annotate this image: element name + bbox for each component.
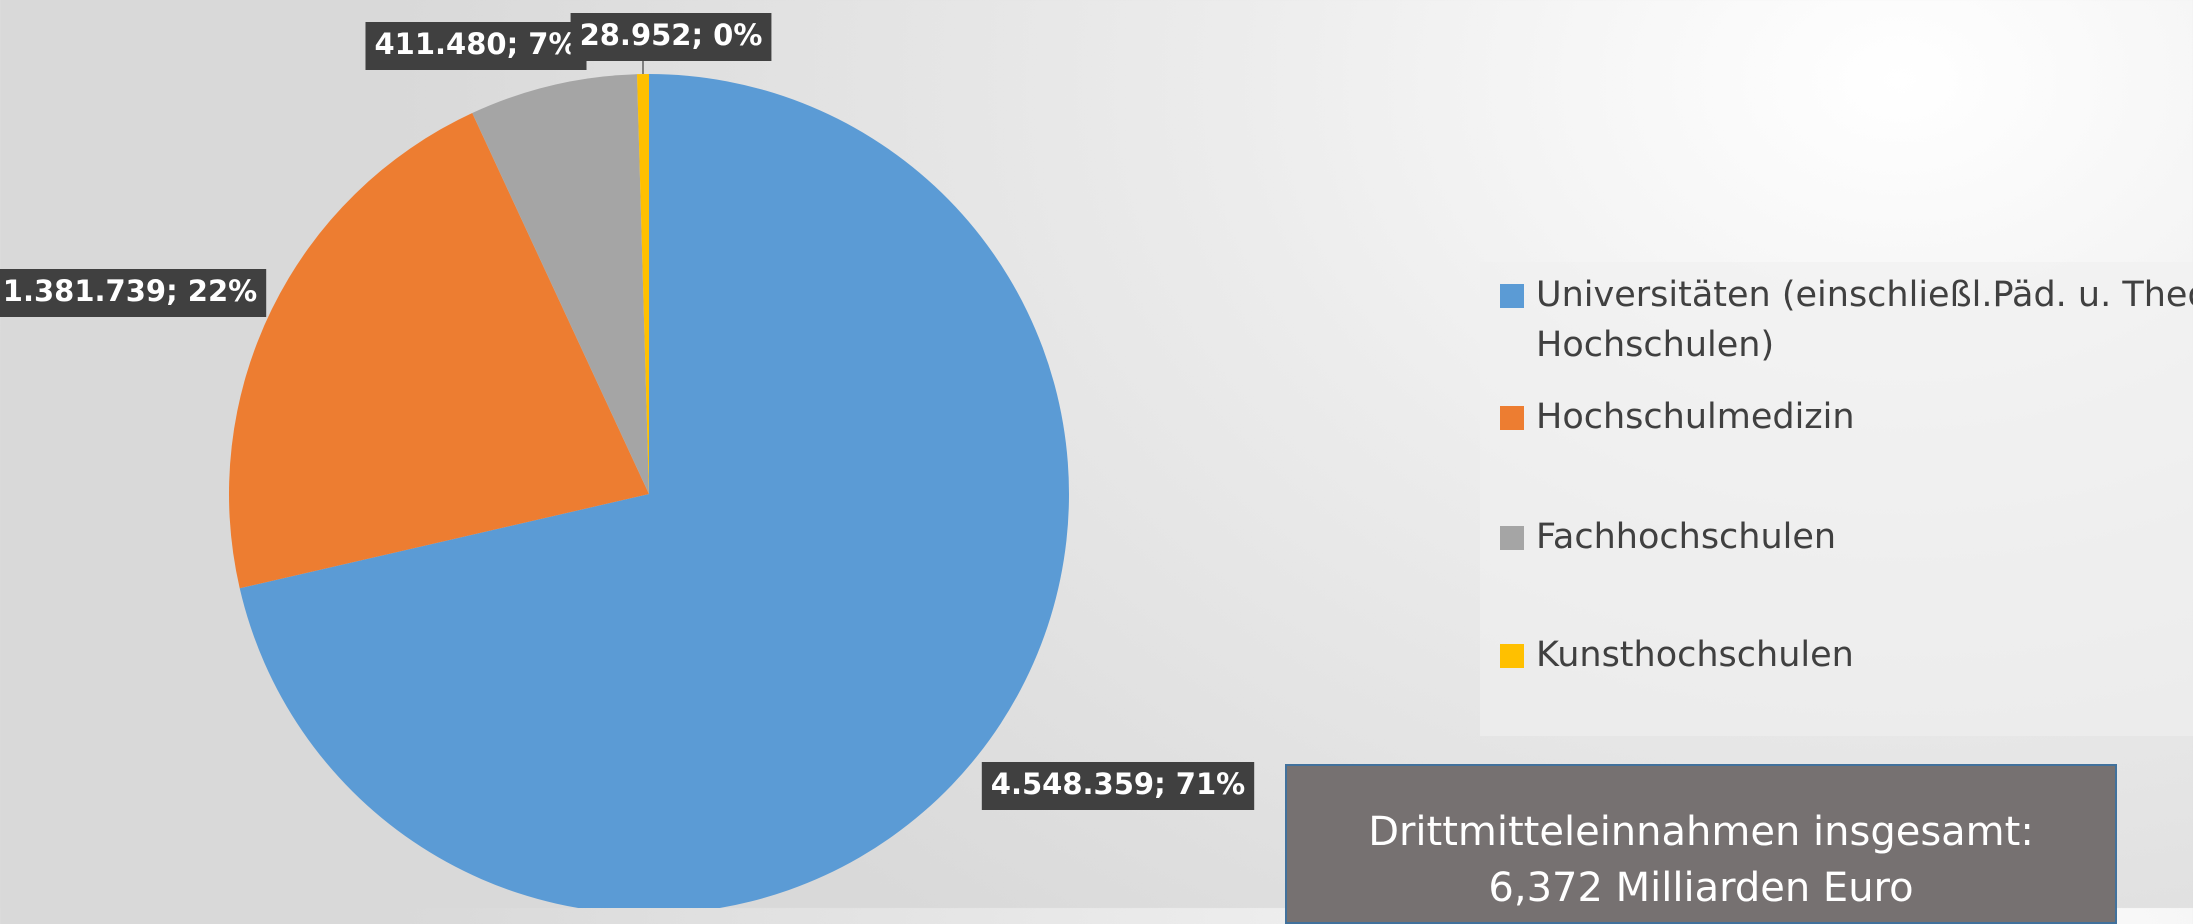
legend-label: Hochschulmedizin — [1536, 397, 1855, 437]
legend-swatch — [1500, 526, 1524, 550]
data-label: 411.480; 7% — [365, 22, 586, 70]
data-label: 4.548.359; 71% — [982, 762, 1254, 810]
data-label-text: 1.381.739; 22% — [3, 274, 257, 308]
annotation-box: Drittmitteleinnahmen insgesamt: 6,372 Mi… — [1285, 764, 2117, 924]
legend-label: Fachhochschulen — [1536, 517, 1836, 557]
legend-item: Fachhochschulen — [1500, 512, 2193, 562]
legend-swatch — [1500, 644, 1524, 668]
legend-label: Kunsthochschulen — [1536, 635, 1854, 675]
legend-swatch — [1500, 406, 1524, 430]
legend-label: Universitäten (einschließl.Päd. u. Theol… — [1536, 275, 2193, 365]
annotation-line: Drittmitteleinnahmen insgesamt: — [1287, 804, 2115, 860]
data-label-text: 28.952; 0% — [580, 18, 763, 52]
legend: Universitäten (einschließl.Päd. u. Theol… — [1480, 262, 2193, 736]
data-label: 28.952; 0% — [571, 13, 772, 61]
data-label-text: 411.480; 7% — [374, 27, 577, 61]
data-label-text: 4.548.359; 71% — [991, 767, 1245, 801]
legend-swatch — [1500, 284, 1524, 308]
legend-item: Universitäten (einschließl.Päd. u. Theol… — [1500, 270, 2193, 370]
legend-item: Hochschulmedizin — [1500, 392, 2193, 442]
legend-item: Kunsthochschulen — [1500, 630, 2193, 680]
data-label: 1.381.739; 22% — [0, 269, 266, 317]
